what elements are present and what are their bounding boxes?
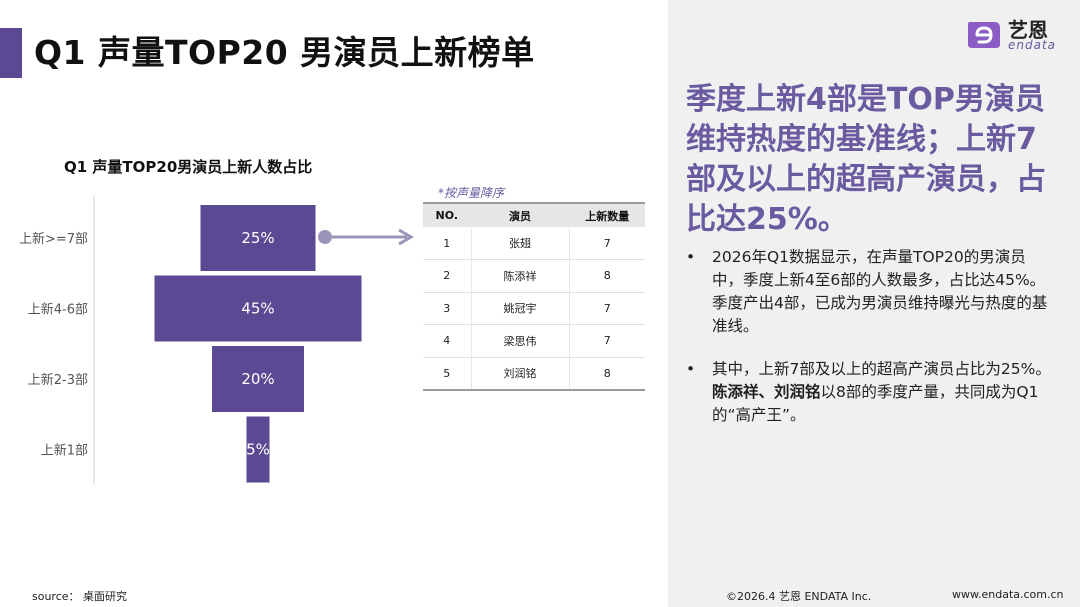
page-title: Q1 声量TOP20 男演员上新榜单 [34,33,535,72]
logo-text-en: endata [1008,38,1057,52]
cell-actor: 梁思伟 [470,324,570,358]
cell-no: 2 [423,259,471,293]
endata-logo-icon [968,22,1000,48]
bullet-text-bold: 陈添祥、刘润铭 [712,383,821,401]
table-row: 1 张翅 7 [423,227,645,260]
bullet-text-post: 以8部的季度产量，共同成为Q1的“高产王”。 [712,383,1039,424]
header-count: 上新数量 [569,202,645,227]
funnel-bar [200,205,316,271]
cell-count: 7 [569,227,645,260]
table-row: 4 梁思伟 7 [423,324,645,358]
logo-text-cn: 艺恩 [1008,18,1048,42]
bullet-marker: • [686,360,696,378]
cell-count: 8 [569,357,645,391]
funnel-bar [246,416,270,483]
funnel-chart: 25% 上新>=7部 45% 上新4-6部 20% 上新2-3部 5% 上新1部 [19,195,362,485]
cell-count: 7 [569,324,645,358]
funnel-bar [154,275,362,342]
table-sort-note: *按声量降序 [438,186,505,200]
bullet-text: 2026年Q1数据显示，在声量TOP20的男演员中，季度上新4至6部的人数最多，… [712,248,1048,335]
cell-count: 7 [569,292,645,325]
insight-panel [668,0,1080,607]
insight-bullet: • 2026年Q1数据显示，在声量TOP20的男演员中，季度上新4至6部的人数最… [686,246,1056,338]
insight-bullet: • 其中，上新7部及以上的超高产演员占比为25%。陈添祥、刘润铭以8部的季度产量… [686,358,1056,427]
funnel-bar [212,346,304,412]
chart-title: Q1 声量TOP20男演员上新人数占比 [64,158,313,176]
copyright: ©2026.4 艺恩 ENDATA Inc. [726,590,872,603]
header-no: NO. [423,202,471,227]
ranking-table: NO. 演员 上新数量 1 张翅 7 2 陈添祥 8 3 姚冠宇 7 4 梁思伟… [423,202,645,391]
header-actor: 演员 [470,202,570,227]
category-label: 上新1部 [41,443,88,459]
table-row: 2 陈添祥 8 [423,259,645,293]
cell-actor: 刘润铭 [470,357,570,391]
data-label: 25% [241,229,274,247]
category-label: 上新2-3部 [28,372,88,388]
source-note: source： 桌面研究 [32,590,128,603]
data-label: 5% [246,441,270,459]
cell-actor: 陈添祥 [470,259,570,293]
table-row: 3 姚冠宇 7 [423,292,645,325]
category-label: 上新>=7部 [19,231,88,247]
table-header-row: NO. 演员 上新数量 [423,202,645,227]
cell-count: 8 [569,259,645,293]
bullet-text-pre: 其中，上新7部及以上的超高产演员占比为25%。 [712,360,1051,378]
insight-headline: 季度上新4部是TOP男演员维持热度的基准线；上新7部及以上的超高产演员，占比达2… [686,82,1046,237]
cell-no: 4 [423,324,471,358]
cell-no: 1 [423,227,471,260]
cell-no: 5 [423,357,471,391]
cell-actor: 张翅 [470,227,570,260]
arrow-icon [318,228,414,246]
category-label: 上新4-6部 [28,302,88,318]
bullet-marker: • [686,248,696,266]
cell-actor: 姚冠宇 [470,292,570,325]
cell-no: 3 [423,292,471,325]
website-link: www.endata.com.cn [952,588,1064,601]
title-accent-bar [0,28,22,78]
table-row: 5 刘润铭 8 [423,357,645,391]
bullet-text: 其中，上新7部及以上的超高产演员占比为25%。陈添祥、刘润铭以8部的季度产量，共… [712,358,1056,427]
data-label: 20% [241,370,274,388]
data-label: 45% [241,300,274,318]
